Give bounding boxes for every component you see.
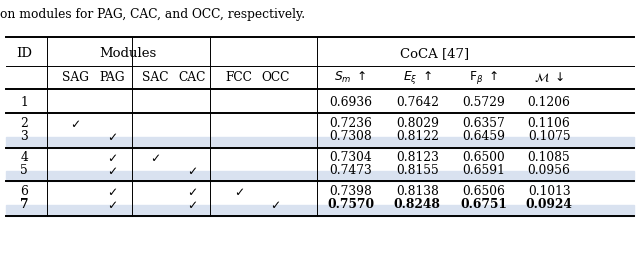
Text: 0.1206: 0.1206 — [528, 96, 570, 109]
Text: $E_\xi$ $\uparrow$: $E_\xi$ $\uparrow$ — [403, 69, 432, 86]
Text: 0.8248: 0.8248 — [394, 198, 441, 211]
Bar — [6, 171, 634, 181]
Text: SAC: SAC — [142, 71, 169, 84]
Text: $\checkmark$: $\checkmark$ — [234, 185, 244, 198]
Text: $\checkmark$: $\checkmark$ — [70, 117, 81, 130]
Text: 2: 2 — [20, 117, 28, 130]
Text: 1: 1 — [20, 96, 28, 109]
Text: $\checkmark$: $\checkmark$ — [150, 151, 161, 164]
Text: 0.6591: 0.6591 — [463, 164, 505, 177]
Bar — [6, 137, 634, 148]
Text: 0.1106: 0.1106 — [528, 117, 570, 130]
Text: $\checkmark$: $\checkmark$ — [107, 185, 117, 198]
Bar — [6, 205, 634, 216]
Text: 0.8138: 0.8138 — [396, 185, 438, 198]
Text: 0.6506: 0.6506 — [463, 185, 505, 198]
Text: PAG: PAG — [99, 71, 125, 84]
Text: $\checkmark$: $\checkmark$ — [107, 164, 117, 177]
Text: $\checkmark$: $\checkmark$ — [107, 130, 117, 143]
Text: Modules: Modules — [100, 48, 157, 60]
Text: 0.7570: 0.7570 — [327, 198, 374, 211]
Text: OCC: OCC — [261, 71, 289, 84]
Text: 0.6459: 0.6459 — [462, 130, 506, 143]
Text: CoCA [47]: CoCA [47] — [400, 48, 469, 60]
Text: $\mathcal{M}$ $\downarrow$: $\mathcal{M}$ $\downarrow$ — [534, 70, 564, 84]
Text: $S_m$ $\uparrow$: $S_m$ $\uparrow$ — [335, 70, 367, 85]
Text: $\checkmark$: $\checkmark$ — [187, 198, 197, 211]
Text: 3: 3 — [20, 130, 28, 143]
Text: 0.0924: 0.0924 — [525, 198, 573, 211]
Text: 0.6500: 0.6500 — [463, 151, 505, 164]
Text: 0.7304: 0.7304 — [330, 151, 372, 164]
Text: ID: ID — [17, 48, 32, 60]
Text: 7: 7 — [20, 198, 29, 211]
Text: 4: 4 — [20, 151, 28, 164]
Text: $\checkmark$: $\checkmark$ — [107, 198, 117, 211]
Text: 0.8122: 0.8122 — [396, 130, 439, 143]
Text: 0.5729: 0.5729 — [463, 96, 505, 109]
Text: SAG: SAG — [62, 71, 89, 84]
Text: on modules for PAG, CAC, and OCC, respectively.: on modules for PAG, CAC, and OCC, respec… — [0, 8, 305, 21]
Text: $\checkmark$: $\checkmark$ — [107, 151, 117, 164]
Text: 0.7642: 0.7642 — [396, 96, 439, 109]
Text: 0.7473: 0.7473 — [330, 164, 372, 177]
Text: 5: 5 — [20, 164, 28, 177]
Text: $\checkmark$: $\checkmark$ — [187, 164, 197, 177]
Text: 0.6751: 0.6751 — [460, 198, 508, 211]
Text: 0.1085: 0.1085 — [528, 151, 570, 164]
Text: 0.6357: 0.6357 — [463, 117, 505, 130]
Text: 0.1075: 0.1075 — [528, 130, 570, 143]
Text: FCC: FCC — [225, 71, 252, 84]
Text: 0.7236: 0.7236 — [330, 117, 372, 130]
Text: $\checkmark$: $\checkmark$ — [187, 185, 197, 198]
Text: 0.7398: 0.7398 — [330, 185, 372, 198]
Text: $\mathrm{F}_\beta$ $\uparrow$: $\mathrm{F}_\beta$ $\uparrow$ — [469, 69, 499, 86]
Text: 0.8123: 0.8123 — [396, 151, 438, 164]
Text: 0.0956: 0.0956 — [528, 164, 570, 177]
Text: 0.8029: 0.8029 — [396, 117, 439, 130]
Text: 6: 6 — [20, 185, 28, 198]
Text: 0.6936: 0.6936 — [329, 96, 372, 109]
Text: $\checkmark$: $\checkmark$ — [270, 198, 280, 211]
Text: 0.1013: 0.1013 — [528, 185, 570, 198]
Text: 0.8155: 0.8155 — [396, 164, 438, 177]
Text: 0.7308: 0.7308 — [330, 130, 372, 143]
Text: CAC: CAC — [179, 71, 205, 84]
